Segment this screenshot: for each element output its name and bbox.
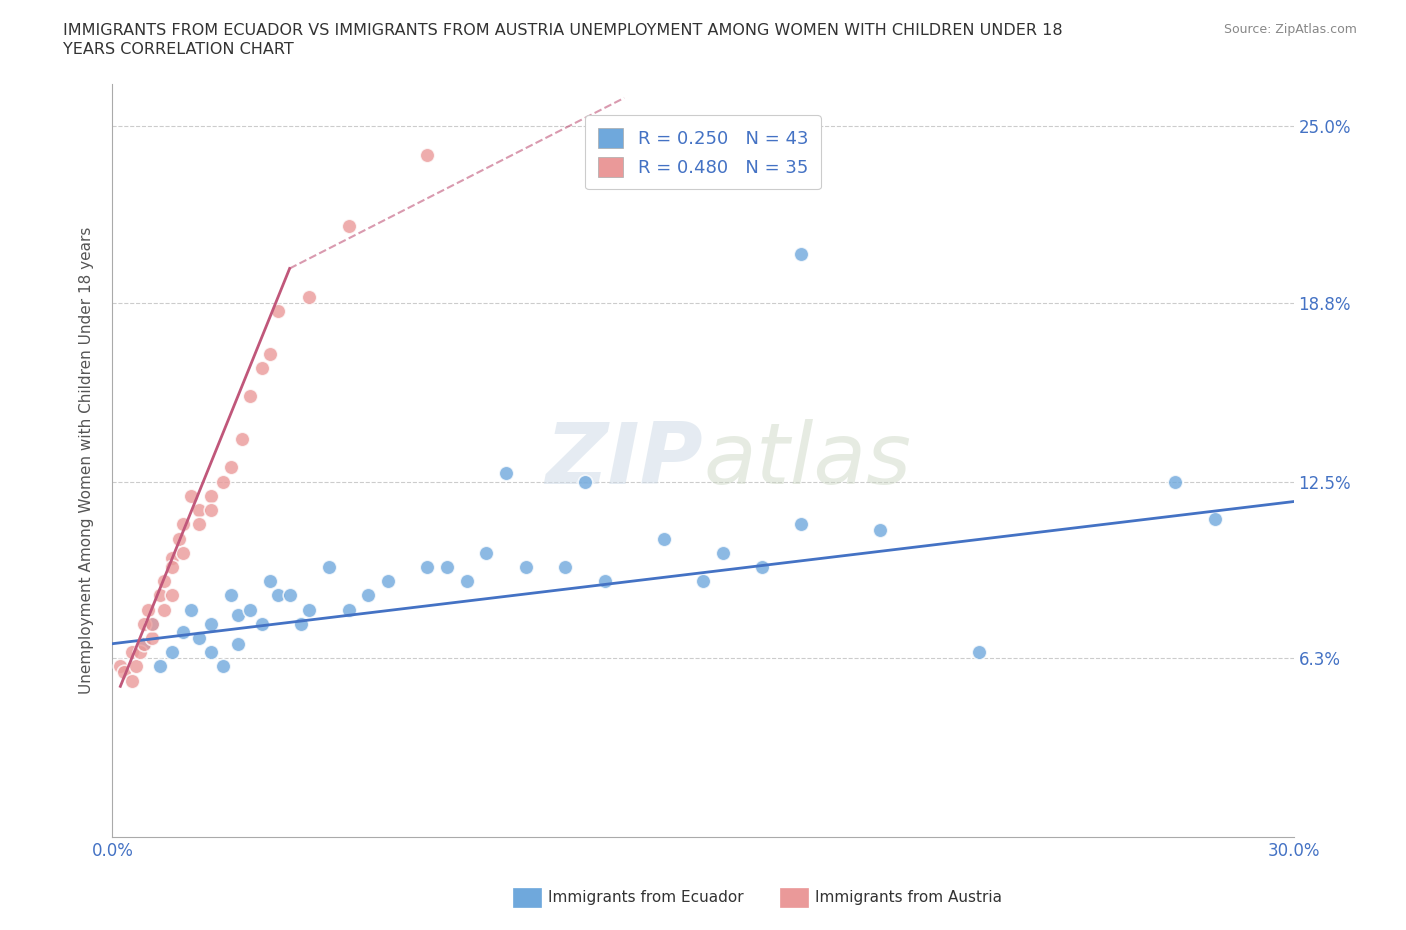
Point [160, 644, 183, 659]
Point [160, 551, 183, 565]
Point [593, 574, 616, 589]
Legend: R = 0.250   N = 43, R = 0.480   N = 35: R = 0.250 N = 43, R = 0.480 N = 35 [585, 115, 821, 190]
Point [172, 517, 194, 532]
Point [456, 574, 478, 589]
Point [152, 574, 174, 589]
Text: Immigrants from Austria: Immigrants from Austria [815, 890, 1002, 905]
Point [211, 659, 233, 674]
Point [869, 523, 891, 538]
Point [200, 617, 222, 631]
Point [141, 631, 163, 645]
Point [318, 560, 340, 575]
Y-axis label: Unemployment Among Women with Children Under 18 years: Unemployment Among Women with Children U… [79, 227, 94, 694]
Point [200, 488, 222, 503]
Point [110, 659, 132, 674]
Point [211, 474, 233, 489]
Point [141, 617, 163, 631]
Point [125, 659, 148, 674]
Point [200, 644, 222, 659]
Point [267, 588, 290, 603]
Point [172, 545, 194, 560]
Point [475, 545, 498, 560]
Point [250, 361, 273, 376]
Point [132, 636, 155, 651]
Text: Immigrants from Ecuador: Immigrants from Ecuador [548, 890, 744, 905]
Point [298, 289, 321, 304]
Point [228, 636, 250, 651]
Point [121, 673, 143, 688]
Point [554, 560, 576, 575]
Point [200, 502, 222, 517]
Point [357, 588, 380, 603]
Point [278, 588, 301, 603]
Point [132, 636, 155, 651]
Point [239, 389, 262, 404]
Point [188, 502, 211, 517]
Point [652, 531, 675, 546]
Point [149, 588, 172, 603]
Text: YEARS CORRELATION CHART: YEARS CORRELATION CHART [63, 42, 294, 57]
Point [967, 644, 990, 659]
Point [141, 617, 163, 631]
Point [790, 246, 813, 261]
Point [298, 602, 321, 617]
Point [790, 517, 813, 532]
Point [136, 602, 159, 617]
Point [112, 665, 135, 680]
Point [231, 432, 253, 446]
Point [436, 560, 458, 575]
Point [1204, 512, 1226, 526]
Point [751, 560, 773, 575]
Point [132, 617, 155, 631]
Point [149, 659, 172, 674]
Point [337, 602, 360, 617]
Text: ZIP: ZIP [546, 418, 703, 502]
Point [219, 460, 242, 475]
Point [267, 304, 290, 319]
Point [250, 617, 273, 631]
Point [188, 631, 211, 645]
Point [219, 588, 242, 603]
Point [692, 574, 714, 589]
Point [495, 466, 517, 481]
Text: Source: ZipAtlas.com: Source: ZipAtlas.com [1223, 23, 1357, 36]
Point [377, 574, 399, 589]
Point [416, 560, 439, 575]
Point [228, 608, 250, 623]
Point [239, 602, 262, 617]
Point [337, 219, 360, 233]
Point [416, 147, 439, 162]
Point [169, 531, 191, 546]
Point [574, 474, 596, 489]
Point [711, 545, 734, 560]
Point [515, 560, 537, 575]
Point [152, 602, 174, 617]
Point [1164, 474, 1187, 489]
Text: atlas: atlas [703, 418, 911, 502]
Point [180, 488, 202, 503]
Point [121, 644, 143, 659]
Text: IMMIGRANTS FROM ECUADOR VS IMMIGRANTS FROM AUSTRIA UNEMPLOYMENT AMONG WOMEN WITH: IMMIGRANTS FROM ECUADOR VS IMMIGRANTS FR… [63, 23, 1063, 38]
Point [172, 625, 194, 640]
Point [259, 346, 281, 361]
Point [188, 517, 211, 532]
Point [160, 588, 183, 603]
Point [259, 574, 281, 589]
Point [180, 602, 202, 617]
Point [160, 560, 183, 575]
Point [129, 644, 152, 659]
Point [290, 617, 312, 631]
